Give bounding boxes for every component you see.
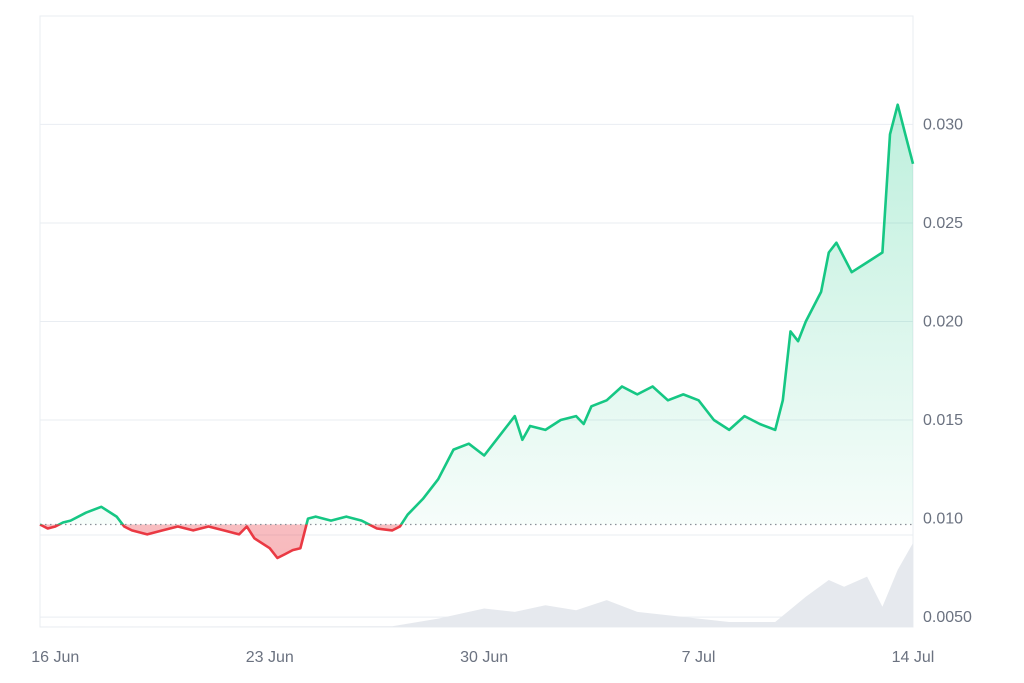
grid-lines [40, 123, 913, 618]
x-axis: 16 Jun 23 Jun 30 Jun 7 Jul 14 Jul [31, 649, 934, 666]
y-tick-label: 0.030 [923, 116, 963, 133]
volume-area [40, 543, 913, 627]
x-tick-label: 23 Jun [246, 649, 294, 666]
x-tick-label: 7 Jul [682, 649, 716, 666]
price-line-down [39, 524, 403, 560]
x-tick-label: 14 Jul [892, 649, 935, 666]
y-tick-label: 0.010 [923, 511, 963, 528]
y-tick-label: 0.015 [923, 412, 963, 429]
y-tick-label: 0.025 [923, 215, 963, 232]
y-tick-label: 0.0050 [923, 609, 972, 626]
y-axis: 0.0050 0.010 0.015 0.020 0.025 0.030 [923, 116, 972, 626]
x-tick-label: 30 Jun [460, 649, 508, 666]
price-area-above-baseline [40, 104, 913, 525]
y-tick-label: 0.020 [923, 314, 963, 331]
x-tick-label: 16 Jun [31, 649, 79, 666]
price-line-up [39, 103, 915, 525]
